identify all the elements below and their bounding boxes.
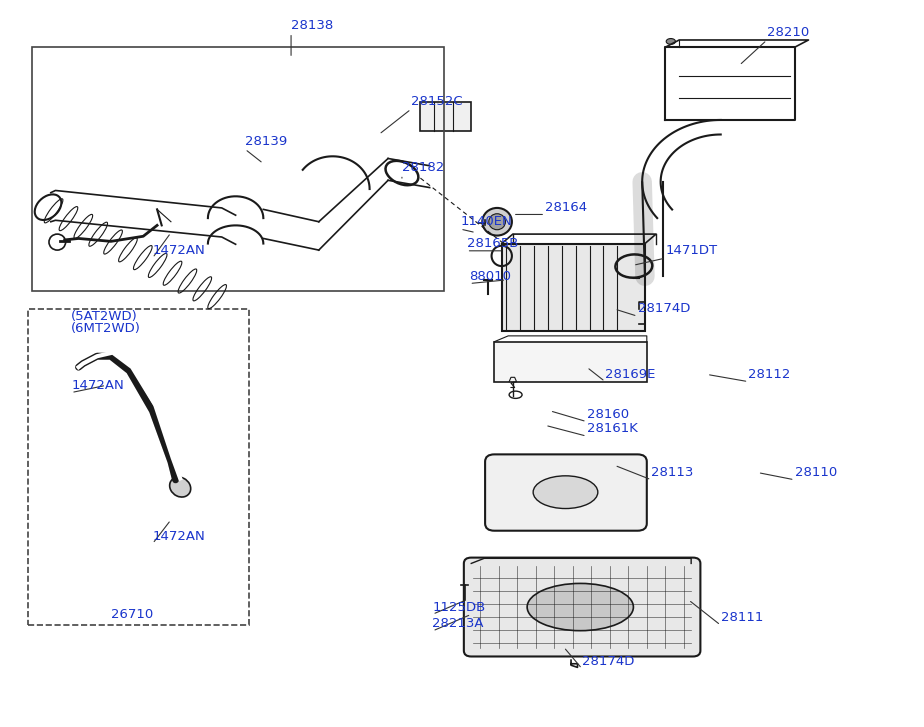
Text: 28152C: 28152C — [411, 95, 463, 108]
FancyBboxPatch shape — [502, 244, 645, 331]
Text: 28213A: 28213A — [432, 617, 484, 630]
FancyBboxPatch shape — [494, 342, 647, 382]
Text: 28164: 28164 — [545, 201, 588, 214]
Bar — [420, 102, 471, 131]
Text: 28160: 28160 — [587, 408, 629, 421]
Text: 26710: 26710 — [111, 608, 153, 621]
Text: 28138: 28138 — [291, 19, 334, 32]
Text: 28139: 28139 — [245, 135, 287, 148]
Text: 28165B: 28165B — [467, 237, 518, 250]
Ellipse shape — [666, 39, 675, 44]
Text: (6MT2WD): (6MT2WD) — [71, 322, 141, 335]
Text: 28174D: 28174D — [582, 655, 635, 668]
Text: 28210: 28210 — [767, 26, 809, 39]
Text: 1472AN: 1472AN — [152, 530, 205, 543]
Text: 1125DB: 1125DB — [432, 601, 486, 614]
Text: 88010: 88010 — [469, 270, 511, 283]
Bar — [32, 47, 444, 291]
Ellipse shape — [489, 214, 505, 230]
FancyBboxPatch shape — [464, 558, 700, 656]
Ellipse shape — [170, 477, 190, 497]
Text: 1472AN: 1472AN — [152, 244, 205, 257]
Text: 28182: 28182 — [402, 161, 444, 174]
Text: 28174D: 28174D — [638, 302, 690, 316]
Text: 28111: 28111 — [721, 611, 763, 624]
Bar — [28, 309, 249, 625]
Text: 1472AN: 1472AN — [71, 379, 124, 392]
Text: 28110: 28110 — [795, 466, 837, 479]
Text: (5AT2WD): (5AT2WD) — [71, 310, 138, 323]
Text: 28113: 28113 — [651, 466, 694, 479]
FancyBboxPatch shape — [485, 454, 647, 531]
Text: 28169E: 28169E — [605, 368, 656, 381]
Text: 28161K: 28161K — [587, 422, 638, 435]
Text: 1140EN: 1140EN — [460, 215, 512, 228]
Ellipse shape — [533, 476, 598, 509]
Text: 1471DT: 1471DT — [665, 244, 717, 257]
Ellipse shape — [482, 208, 512, 236]
Ellipse shape — [527, 583, 634, 630]
Text: 28112: 28112 — [748, 368, 791, 381]
